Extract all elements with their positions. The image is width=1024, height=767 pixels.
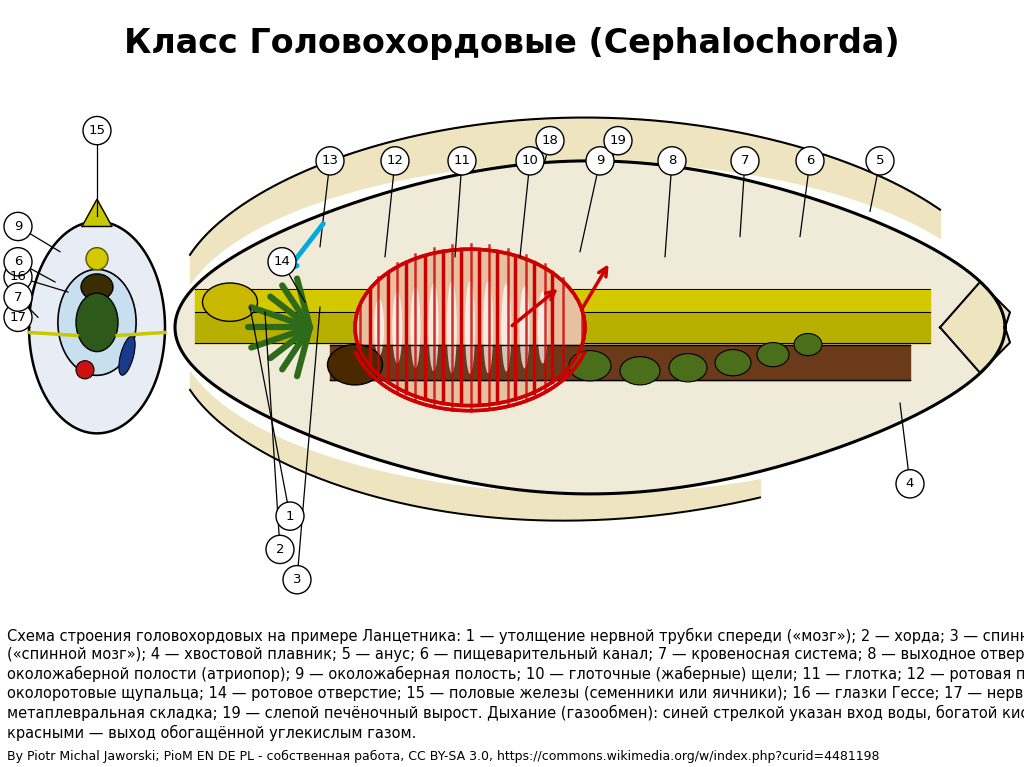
Polygon shape — [940, 282, 1010, 373]
Circle shape — [86, 248, 108, 270]
Polygon shape — [175, 161, 1005, 494]
Text: 7: 7 — [740, 154, 750, 167]
Ellipse shape — [569, 351, 611, 381]
Circle shape — [536, 127, 564, 155]
Text: 1: 1 — [286, 509, 294, 522]
Text: 2: 2 — [275, 543, 285, 556]
Circle shape — [266, 535, 294, 564]
Circle shape — [4, 303, 32, 331]
Circle shape — [586, 146, 614, 175]
Text: 6: 6 — [806, 154, 814, 167]
Circle shape — [4, 248, 32, 276]
Text: 18: 18 — [542, 134, 558, 147]
Ellipse shape — [715, 350, 751, 376]
Text: 11: 11 — [454, 154, 470, 167]
Ellipse shape — [620, 357, 660, 385]
Text: 7: 7 — [13, 291, 23, 304]
Text: («спинной мозг»); 4 — хвостовой плавник; 5 — анус; 6 — пищеварительный канал; 7 : («спинной мозг»); 4 — хвостовой плавник;… — [7, 647, 1024, 662]
Ellipse shape — [76, 293, 118, 351]
Polygon shape — [29, 222, 165, 433]
Ellipse shape — [483, 281, 494, 374]
Text: 12: 12 — [386, 154, 403, 167]
Circle shape — [449, 146, 476, 175]
Text: Схема строения головохордовых на примере Ланцетника: 1 — утолщение нервной трубк: Схема строения головохордовых на примере… — [7, 627, 1024, 644]
Ellipse shape — [58, 269, 136, 375]
Text: 14: 14 — [273, 255, 291, 268]
Text: 5: 5 — [876, 154, 885, 167]
Text: By Piotr Michal Jaworski; PioM EN DE PL - собственная работа, CC BY-SA 3.0, http: By Piotr Michal Jaworski; PioM EN DE PL … — [7, 750, 880, 763]
Ellipse shape — [411, 286, 421, 368]
Text: околожаберной полости (атриопор); 9 — околожаберная полость; 10 — глоточные (жаб: околожаберной полости (атриопор); 9 — ок… — [7, 667, 1024, 683]
Circle shape — [866, 146, 894, 175]
Text: 6: 6 — [13, 255, 23, 268]
Circle shape — [896, 469, 924, 498]
Circle shape — [796, 146, 824, 175]
Ellipse shape — [794, 334, 822, 356]
Ellipse shape — [519, 286, 529, 368]
Ellipse shape — [669, 354, 707, 382]
Circle shape — [4, 283, 32, 311]
Text: 8: 8 — [668, 154, 676, 167]
Text: 15: 15 — [88, 124, 105, 137]
Ellipse shape — [392, 291, 402, 364]
Ellipse shape — [465, 281, 475, 374]
Ellipse shape — [757, 343, 790, 367]
Ellipse shape — [81, 274, 113, 300]
Ellipse shape — [355, 249, 585, 406]
Text: 16: 16 — [9, 271, 27, 284]
Text: 9: 9 — [596, 154, 604, 167]
Text: 17: 17 — [9, 311, 27, 324]
Circle shape — [4, 263, 32, 291]
Circle shape — [283, 565, 311, 594]
Text: 3: 3 — [293, 573, 301, 586]
Circle shape — [658, 146, 686, 175]
Circle shape — [731, 146, 759, 175]
Circle shape — [276, 502, 304, 530]
Polygon shape — [82, 199, 112, 226]
Circle shape — [604, 127, 632, 155]
Text: 9: 9 — [13, 220, 23, 233]
Text: околоротовые щупальца; 14 — ротовое отверстие; 15 — половые железы (семенники ил: околоротовые щупальца; 14 — ротовое отве… — [7, 686, 1024, 701]
Circle shape — [516, 146, 544, 175]
Ellipse shape — [429, 283, 438, 371]
Text: красными — выход обогащённой углекислым газом.: красными — выход обогащённой углекислым … — [7, 725, 417, 741]
Circle shape — [83, 117, 111, 145]
Text: 13: 13 — [322, 154, 339, 167]
Circle shape — [4, 212, 32, 241]
Ellipse shape — [203, 283, 257, 321]
Text: 19: 19 — [609, 134, 627, 147]
Ellipse shape — [374, 299, 384, 356]
Text: Класс Головохордовые (Cephalochorda): Класс Головохордовые (Cephalochorda) — [124, 27, 900, 60]
Circle shape — [268, 248, 296, 276]
Text: 10: 10 — [521, 154, 539, 167]
Circle shape — [316, 146, 344, 175]
Ellipse shape — [119, 336, 135, 375]
Ellipse shape — [502, 283, 511, 371]
Circle shape — [76, 360, 94, 379]
Text: 4: 4 — [906, 477, 914, 490]
Text: метаплевральная складка; 19 — слепой печёночный вырост. Дыхание (газообмен): син: метаплевральная складка; 19 — слепой печ… — [7, 705, 1024, 721]
Circle shape — [381, 146, 409, 175]
Ellipse shape — [538, 291, 548, 364]
Ellipse shape — [328, 344, 383, 385]
Ellipse shape — [446, 281, 457, 374]
